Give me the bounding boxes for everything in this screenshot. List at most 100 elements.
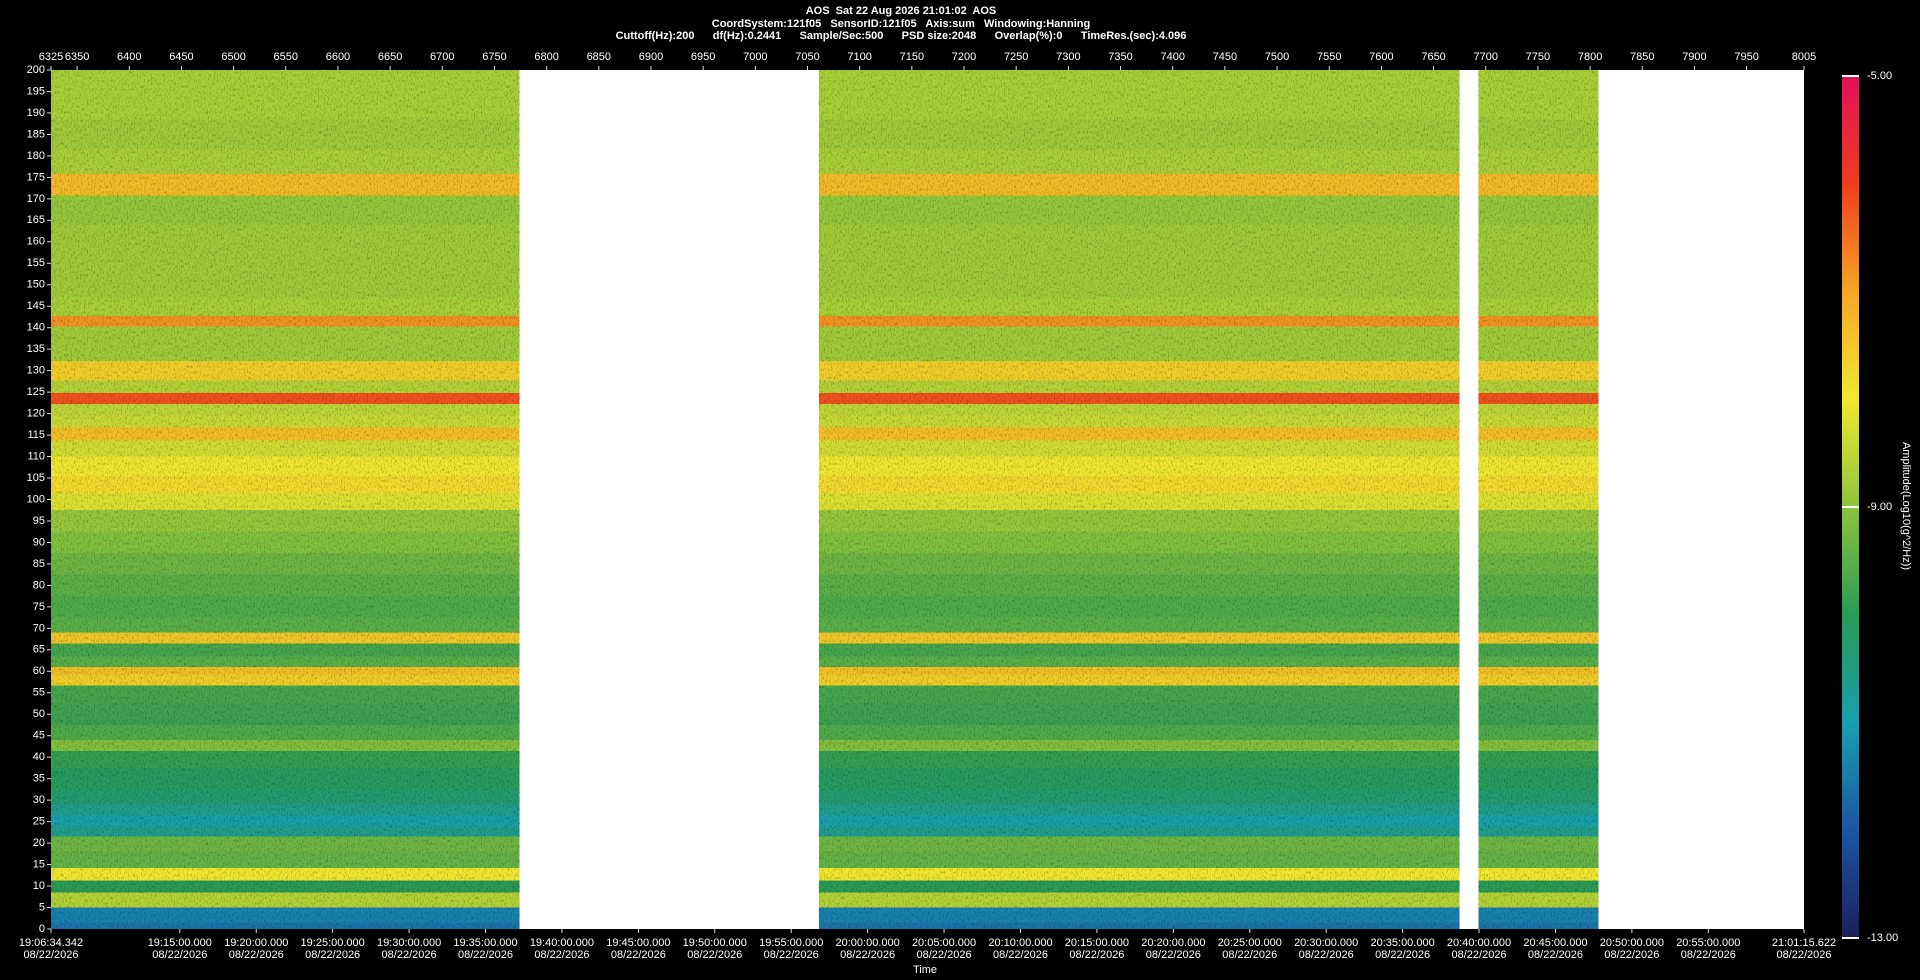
y-tick-label: 165 <box>27 214 45 226</box>
time-tick-label: 20:40:00.000 <box>1447 937 1511 949</box>
y-tick-label: 200 <box>27 64 45 76</box>
time-tick-date: 08/22/2026 <box>687 949 742 961</box>
y-tick-label: 5 <box>39 901 45 913</box>
x-tick-label: 7350 <box>1108 51 1132 63</box>
y-tick-label: 30 <box>33 794 45 806</box>
y-tick-label: 140 <box>27 322 45 334</box>
colorbar-label: Amplitude(Log10(g^2/Hz)) <box>1900 442 1912 570</box>
time-tick-date: 08/22/2026 <box>840 949 895 961</box>
x-tick-label: 7500 <box>1265 51 1289 63</box>
noise-texture <box>818 70 1460 929</box>
time-tick-label: 20:15:00.000 <box>1065 937 1129 949</box>
time-tick-date: 08/22/2026 <box>23 949 78 961</box>
time-tick-label: 20:50:00.000 <box>1600 937 1664 949</box>
time-tick-label: 20:35:00.000 <box>1370 937 1434 949</box>
chart-subtitle: CoordSystem:121f05 SensorID:121f05 Axis:… <box>712 18 1090 30</box>
y-tick-label: 60 <box>33 665 45 677</box>
time-tick-date: 08/22/2026 <box>1452 949 1507 961</box>
x-tick-label: 7800 <box>1578 51 1602 63</box>
time-tick-label: 19:15:00.000 <box>148 937 212 949</box>
colorbar-tick-label: -5.00 <box>1867 70 1892 82</box>
y-tick-label: 155 <box>27 257 45 269</box>
y-tick-label: 0 <box>39 923 45 935</box>
y-tick-label: 185 <box>27 128 45 140</box>
y-tick-label: 110 <box>27 450 45 462</box>
y-tick-label: 65 <box>33 644 45 656</box>
data-segment <box>818 70 1460 929</box>
time-tick-label: 20:30:00.000 <box>1294 937 1358 949</box>
time-tick-date: 08/22/2026 <box>993 949 1048 961</box>
time-tick-label: 19:40:00.000 <box>530 937 594 949</box>
y-tick-label: 135 <box>27 343 45 355</box>
time-tick-date: 08/22/2026 <box>1299 949 1354 961</box>
y-tick-label: 90 <box>33 536 45 548</box>
chart-title: AOS Sat 22 Aug 2026 21:01:02 AOS <box>806 5 997 17</box>
y-tick-label: 145 <box>27 300 45 312</box>
y-tick-label: 170 <box>27 193 45 205</box>
time-tick-date: 08/22/2026 <box>1375 949 1430 961</box>
y-tick-label: 125 <box>27 386 45 398</box>
time-tick-date: 08/22/2026 <box>1069 949 1124 961</box>
y-tick-label: 105 <box>27 472 45 484</box>
x-tick-label: 6500 <box>221 51 245 63</box>
x-tick-label: 7150 <box>900 51 924 63</box>
y-tick-label: 70 <box>33 622 45 634</box>
x-tick-label: 7400 <box>1160 51 1184 63</box>
y-tick-label: 40 <box>33 751 45 763</box>
time-tick-label: 19:35:00.000 <box>453 937 517 949</box>
y-tick-label: 150 <box>27 279 45 291</box>
y-tick-label: 10 <box>33 880 45 892</box>
x-tick-label: 6550 <box>274 51 298 63</box>
time-tick-label: 20:20:00.000 <box>1141 937 1205 949</box>
x-tick-label: 7650 <box>1421 51 1445 63</box>
time-tick-label: 19:50:00.000 <box>683 937 747 949</box>
x-tick-label: 6950 <box>691 51 715 63</box>
time-tick-label: 19:45:00.000 <box>606 937 670 949</box>
time-tick-date: 08/22/2026 <box>611 949 666 961</box>
y-tick-label: 50 <box>33 708 45 720</box>
x-tick-label: 7050 <box>795 51 819 63</box>
x-tick-label: 7450 <box>1213 51 1237 63</box>
y-tick-label: 195 <box>27 85 45 97</box>
x-tick-label: 7000 <box>743 51 767 63</box>
time-tick-label: 20:10:00.000 <box>988 937 1052 949</box>
y-tick-label: 100 <box>27 493 45 505</box>
data-segment <box>51 70 520 929</box>
y-tick-label: 130 <box>27 365 45 377</box>
y-tick-label: 85 <box>33 558 45 570</box>
noise-texture <box>1478 70 1599 929</box>
time-tick-label: 19:06:34.342 <box>19 937 83 949</box>
time-tick-date: 08/22/2026 <box>1222 949 1277 961</box>
y-tick-label: 45 <box>33 730 45 742</box>
time-tick-label: 20:45:00.000 <box>1523 937 1587 949</box>
x-tick-label: 6700 <box>430 51 454 63</box>
time-tick-label: 19:20:00.000 <box>224 937 288 949</box>
y-tick-label: 35 <box>33 773 45 785</box>
time-tick-label: 19:30:00.000 <box>377 937 441 949</box>
time-tick-date: 08/22/2026 <box>1146 949 1201 961</box>
time-tick-date: 08/22/2026 <box>152 949 207 961</box>
y-tick-label: 75 <box>33 601 45 613</box>
time-tick-date: 08/22/2026 <box>1604 949 1659 961</box>
x-tick-label: 6400 <box>117 51 141 63</box>
y-tick-label: 25 <box>33 816 45 828</box>
y-tick-label: 160 <box>27 236 45 248</box>
y-tick-label: 80 <box>33 579 45 591</box>
data-segment <box>1478 70 1599 929</box>
time-tick-label: 20:00:00.000 <box>836 937 900 949</box>
time-tick-date: 08/22/2026 <box>917 949 972 961</box>
x-tick-label: 7300 <box>1056 51 1080 63</box>
time-tick-date: 08/22/2026 <box>1776 949 1831 961</box>
x-tick-label: 7550 <box>1317 51 1341 63</box>
x-tick-label: 6900 <box>639 51 663 63</box>
time-tick-date: 08/22/2026 <box>764 949 819 961</box>
y-tick-label: 55 <box>33 687 45 699</box>
colorbar-tick-label: -9.00 <box>1867 501 1892 513</box>
time-tick-label: 20:55:00.000 <box>1676 937 1740 949</box>
time-tick-label: 21:01:15.622 <box>1772 937 1836 949</box>
y-tick-label: 190 <box>27 107 45 119</box>
time-tick-date: 08/22/2026 <box>1528 949 1583 961</box>
time-tick-date: 08/22/2026 <box>458 949 513 961</box>
